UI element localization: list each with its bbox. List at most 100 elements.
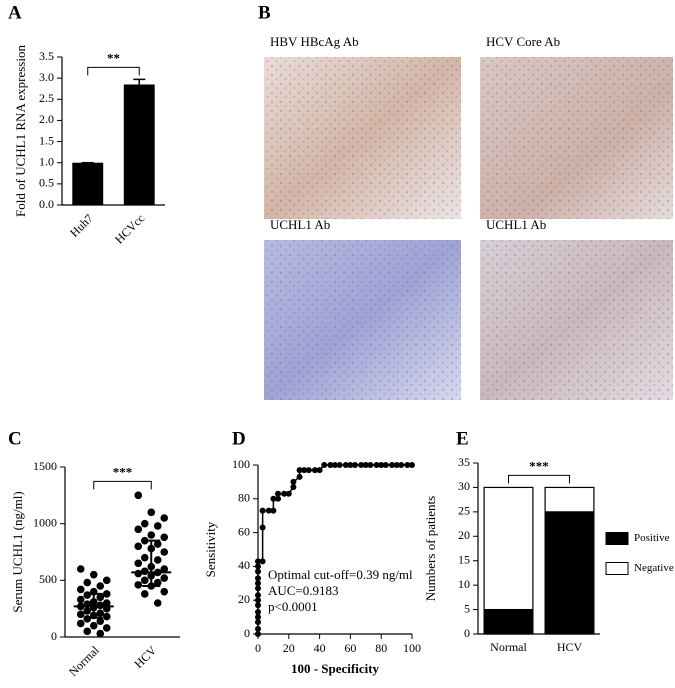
annotation: Optimal cut-off=0.39 ng/ml <box>268 567 413 582</box>
roc-point <box>285 490 292 497</box>
data-point <box>76 610 85 619</box>
y-tick-label: 5 <box>464 601 470 615</box>
x-tick-label: 20 <box>283 641 295 655</box>
data-point <box>160 574 169 582</box>
data-point <box>140 553 149 562</box>
roc-point <box>409 462 415 468</box>
data-point <box>160 548 169 556</box>
data-point <box>153 540 162 548</box>
roc-point <box>255 614 261 621</box>
y-tick-label: 10 <box>458 577 470 591</box>
y-tick-label: 3.0 <box>39 70 54 84</box>
roc-point <box>373 462 380 468</box>
data-point <box>96 601 105 610</box>
roc-point <box>255 563 261 570</box>
roc-point <box>321 462 328 468</box>
significance-label: ** <box>107 50 120 65</box>
data-point <box>76 565 85 573</box>
data-point <box>153 556 162 564</box>
y-tick-label: 40 <box>238 558 250 572</box>
data-point <box>102 612 111 621</box>
data-point <box>134 569 143 578</box>
significance-bracket <box>508 474 570 484</box>
data-point <box>153 522 162 530</box>
error-bar <box>133 78 146 90</box>
x-tick-label: 80 <box>375 641 387 655</box>
roc-point <box>265 507 272 514</box>
roc-point <box>255 619 261 626</box>
x-tick-label: HCV <box>131 643 159 671</box>
roc-point <box>290 483 297 490</box>
roc-point <box>255 585 261 592</box>
roc-point <box>281 490 288 497</box>
roc-point <box>316 467 323 474</box>
roc-point <box>255 597 261 604</box>
y-tick-label: 0 <box>51 629 57 643</box>
significance-label: *** <box>529 458 549 473</box>
x-tick-label: Normal <box>490 640 527 654</box>
roc-point <box>362 462 369 468</box>
data-point <box>140 567 149 576</box>
data-point <box>140 576 149 585</box>
y-axis-label: Numbers of patients <box>423 496 438 601</box>
y-tick-label: 0 <box>244 626 250 640</box>
significance-bracket <box>93 480 152 490</box>
data-point <box>96 629 105 638</box>
y-tick-label: 1.0 <box>39 154 54 168</box>
y-tick-label: 25 <box>458 504 470 518</box>
roc-point <box>255 625 261 632</box>
roc-point <box>305 467 312 474</box>
panel-letter: D <box>232 428 246 449</box>
roc-point <box>259 558 266 565</box>
data-point <box>96 582 105 590</box>
iqr-bar <box>84 592 103 619</box>
data-point <box>83 627 92 636</box>
y-axis-label: Fold of UCHL1 RNA expression <box>13 45 28 217</box>
bar-segment <box>544 486 595 513</box>
data-point <box>102 599 111 607</box>
iqr-bar <box>142 539 161 587</box>
y-tick-label: 0 <box>464 626 470 640</box>
y-tick-label: 100 <box>232 457 250 471</box>
roc-point <box>259 507 266 514</box>
data-point <box>102 624 111 632</box>
legend-swatch <box>605 562 629 575</box>
roc-point <box>255 580 261 587</box>
roc-point <box>311 467 318 474</box>
data-point <box>134 491 143 500</box>
data-point <box>134 542 143 551</box>
data-point <box>76 585 85 594</box>
y-tick-label: 30 <box>458 479 470 493</box>
x-tick-label: 0 <box>255 641 261 655</box>
legend-label: Positive <box>634 532 670 544</box>
roc-point <box>352 462 359 468</box>
data-point <box>140 590 149 598</box>
micrograph-texture <box>480 57 673 219</box>
y-tick-label: 80 <box>238 491 250 505</box>
data-point <box>153 599 162 607</box>
data-point <box>96 617 105 625</box>
roc-point <box>296 473 303 480</box>
roc-point <box>255 568 261 575</box>
image-title: HCV Core Ab <box>486 34 560 49</box>
data-point <box>134 581 143 589</box>
x-tick-label: Normal <box>66 643 102 679</box>
roc-point <box>270 495 277 502</box>
annotation: p<0.0001 <box>268 599 318 614</box>
data-point <box>83 591 92 599</box>
data-point <box>83 578 92 587</box>
roc-point <box>388 462 395 468</box>
x-tick-label: Huh7 <box>67 211 96 240</box>
roc-point <box>382 462 389 468</box>
bar-segment <box>483 608 534 635</box>
x-tick-label: 100 <box>403 641 421 655</box>
data-point <box>102 576 111 585</box>
data-point <box>102 590 111 598</box>
data-point <box>76 619 85 628</box>
y-tick-label: 20 <box>458 528 470 542</box>
micrograph-texture <box>480 240 673 400</box>
roc-point <box>404 462 411 468</box>
y-tick-label: 35 <box>458 455 470 469</box>
roc-point <box>332 462 338 468</box>
